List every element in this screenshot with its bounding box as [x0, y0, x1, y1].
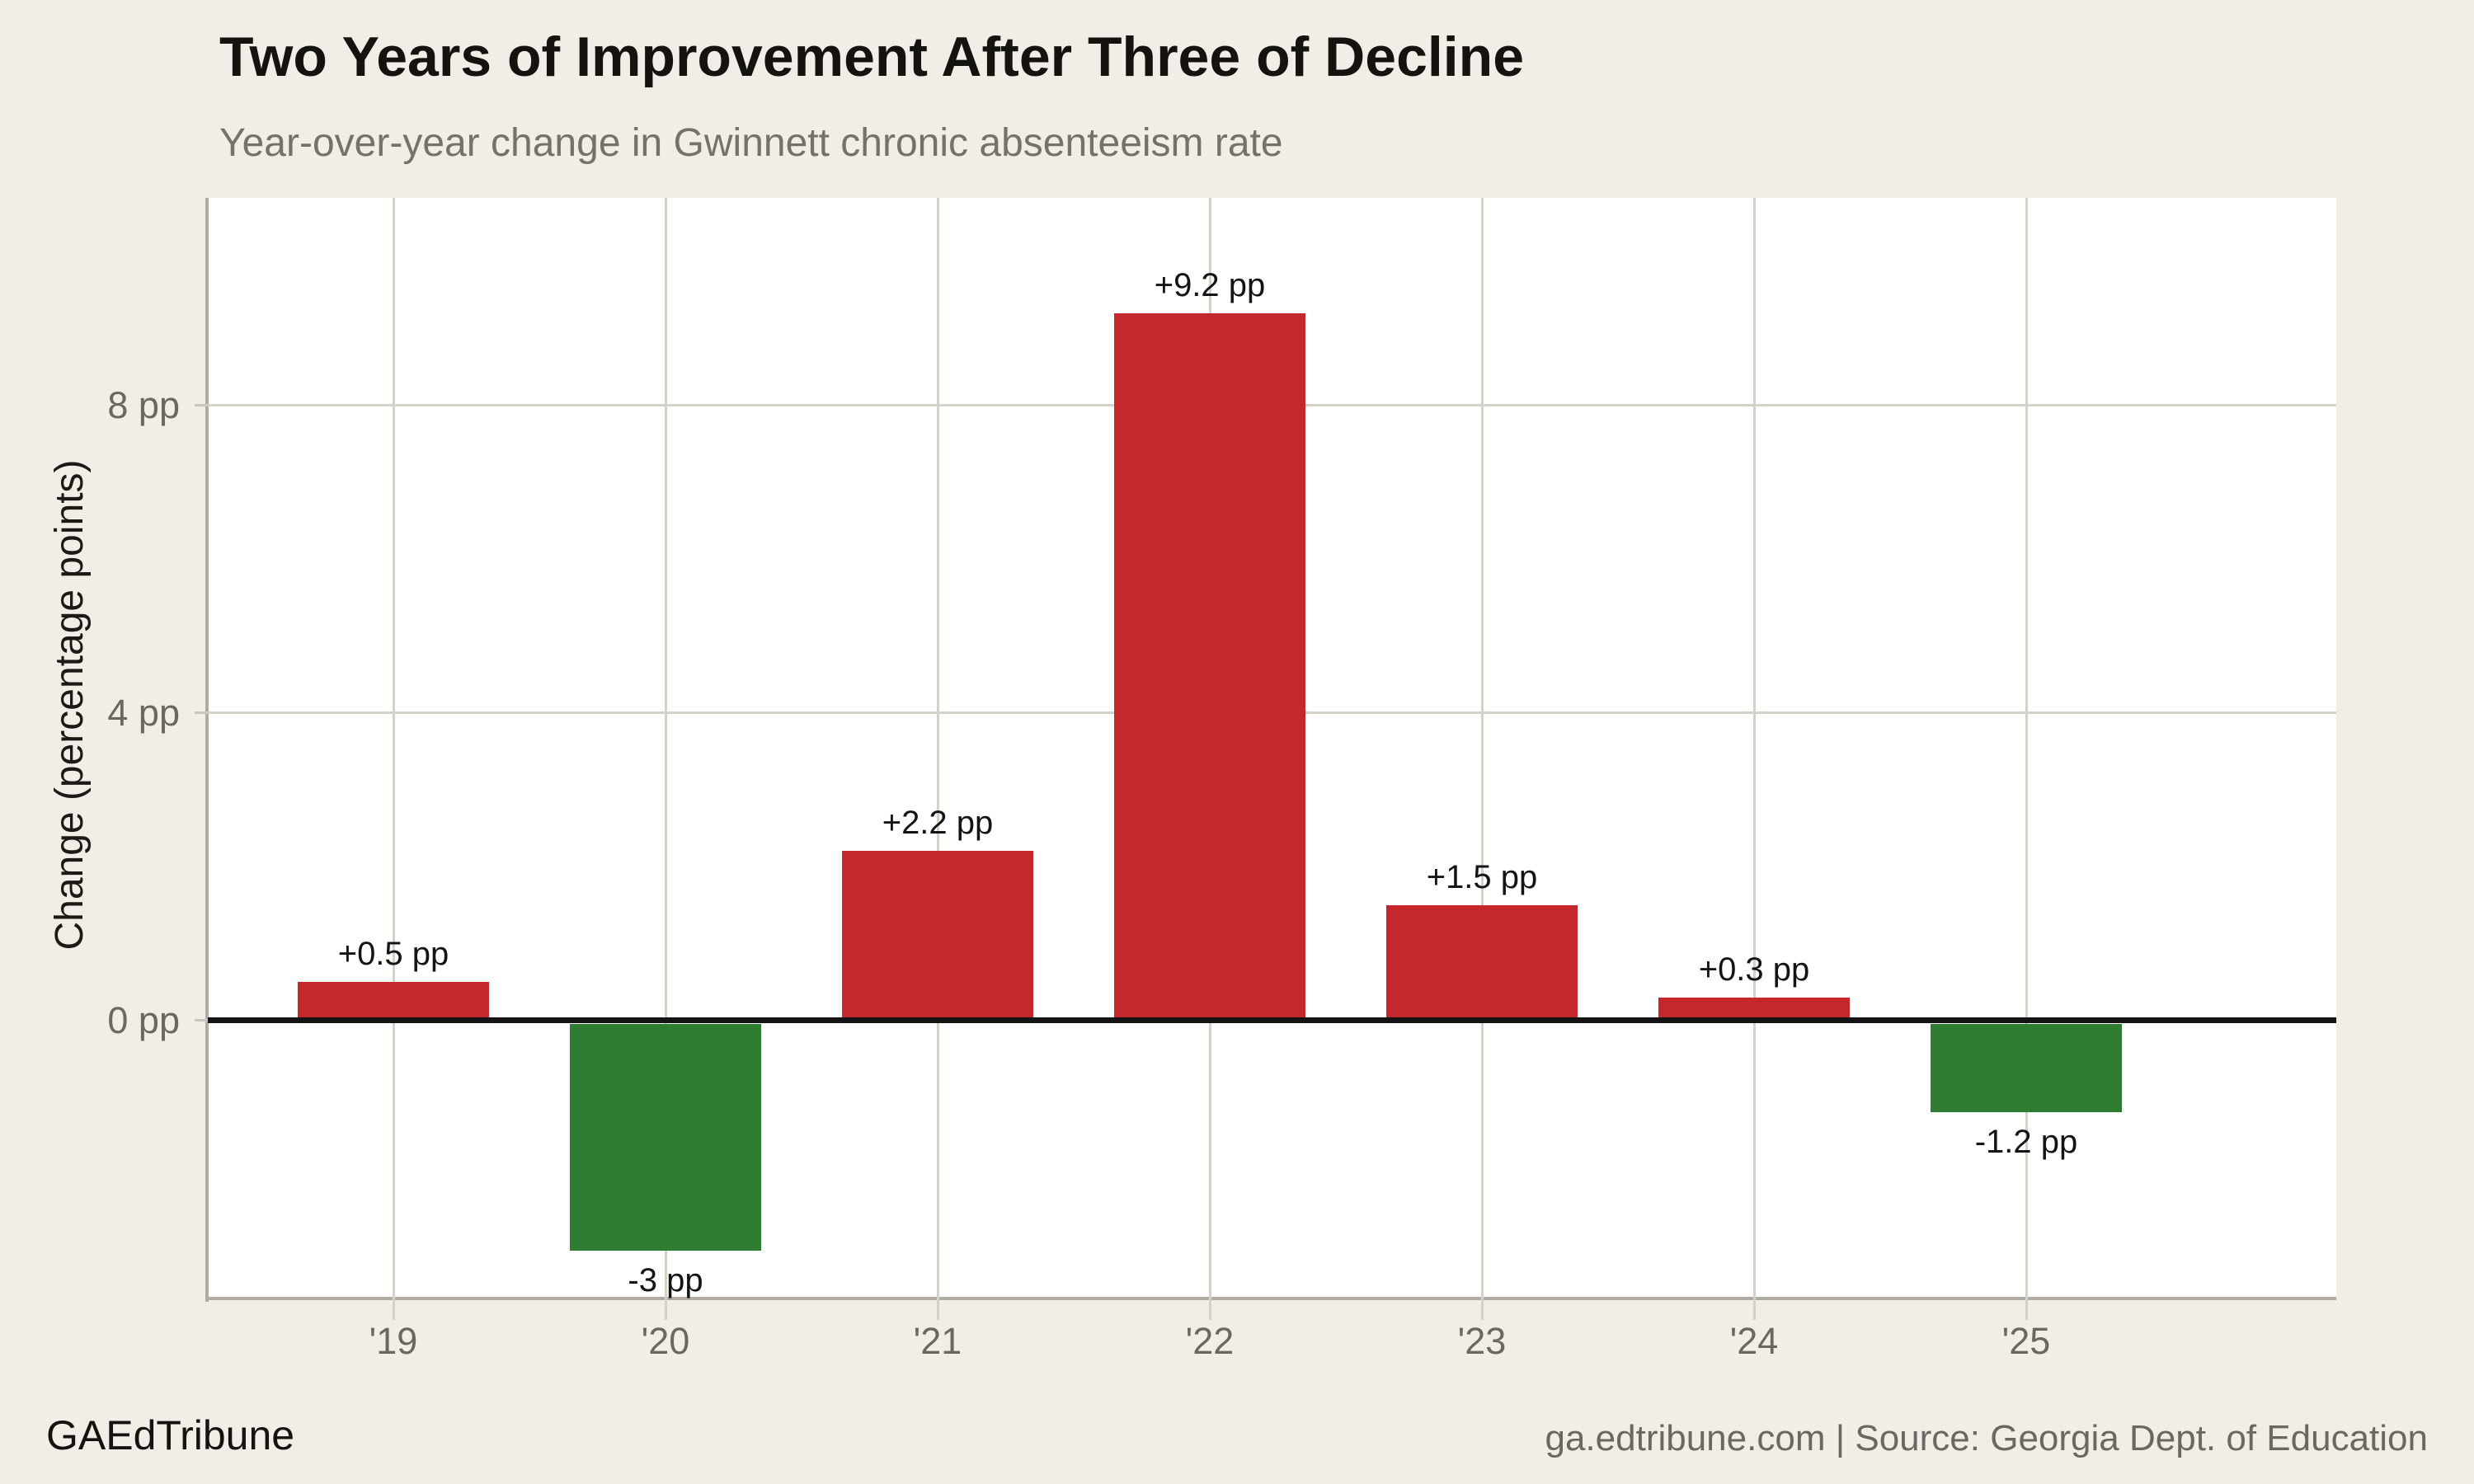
x-tick-label: '22 [1185, 1320, 1235, 1362]
y-tick-label: 4 pp [107, 691, 180, 734]
bar-25 [1931, 1023, 2122, 1113]
bar-21 [842, 851, 1033, 1018]
x-gridline [1752, 198, 1756, 1320]
chart-title: Two Years of Improvement After Three of … [219, 26, 1525, 88]
chart-subtitle: Year-over-year change in Gwinnett chroni… [219, 121, 1283, 165]
source-credit: ga.edtribune.com | Source: Georgia Dept.… [1545, 1418, 2428, 1458]
x-axis-spine [205, 1297, 2336, 1300]
y-axis-spine [205, 198, 209, 1302]
x-tick-label: '24 [1729, 1320, 1779, 1362]
x-gridline [1480, 198, 1484, 1320]
bar-19 [298, 981, 489, 1018]
y-tick-mark [195, 404, 208, 407]
bar-value-label: -1.2 pp [1974, 1124, 2078, 1161]
bar-value-label: +1.5 pp [1426, 858, 1538, 895]
x-tick-label: '23 [1457, 1320, 1507, 1362]
x-gridline [2025, 198, 2028, 1320]
x-gridline [936, 198, 939, 1320]
bar-23 [1386, 904, 1578, 1017]
zero-baseline [208, 1017, 2336, 1024]
bar-value-label: +0.5 pp [337, 935, 449, 972]
y-tick-label: 8 pp [107, 383, 180, 426]
y-tick-mark [195, 711, 208, 715]
bar-value-label: +0.3 pp [1698, 951, 1810, 988]
bar-20 [570, 1023, 761, 1252]
bar-value-label: -3 pp [628, 1262, 703, 1299]
x-gridline [664, 198, 667, 1320]
x-tick-label: '25 [2001, 1320, 2051, 1362]
bar-value-label: +9.2 pp [1154, 266, 1266, 303]
bar-24 [1658, 997, 1850, 1017]
y-tick-label: 0 pp [107, 998, 180, 1041]
bar-value-label: +2.2 pp [882, 805, 994, 842]
x-gridline [392, 198, 395, 1320]
x-tick-label: '21 [913, 1320, 962, 1362]
brand: GAEdTribune [46, 1412, 295, 1458]
bar-22 [1114, 312, 1305, 1017]
y-tick-mark [195, 1019, 208, 1022]
x-tick-label: '20 [641, 1320, 690, 1362]
x-tick-label: '19 [369, 1320, 418, 1362]
